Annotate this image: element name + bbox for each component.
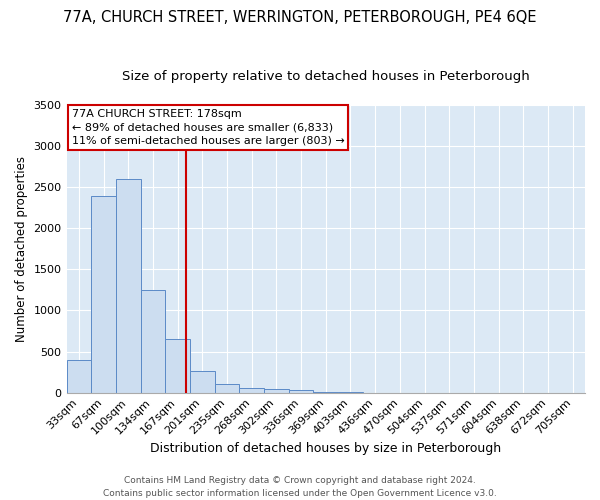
Bar [289,390,313,392]
X-axis label: Distribution of detached houses by size in Peterborough: Distribution of detached houses by size … [150,442,502,455]
Bar [91,196,116,392]
Bar [67,360,91,392]
Y-axis label: Number of detached properties: Number of detached properties [15,156,28,342]
Text: Contains HM Land Registry data © Crown copyright and database right 2024.
Contai: Contains HM Land Registry data © Crown c… [103,476,497,498]
Text: 77A, CHURCH STREET, WERRINGTON, PETERBOROUGH, PE4 6QE: 77A, CHURCH STREET, WERRINGTON, PETERBOR… [63,10,537,25]
Bar [215,384,239,392]
Text: 77A CHURCH STREET: 178sqm
← 89% of detached houses are smaller (6,833)
11% of se: 77A CHURCH STREET: 178sqm ← 89% of detac… [72,110,344,146]
Bar [116,179,140,392]
Bar [239,388,264,392]
Bar [165,340,190,392]
Bar [264,389,289,392]
Bar [190,372,215,392]
Bar [140,290,165,392]
Title: Size of property relative to detached houses in Peterborough: Size of property relative to detached ho… [122,70,530,83]
